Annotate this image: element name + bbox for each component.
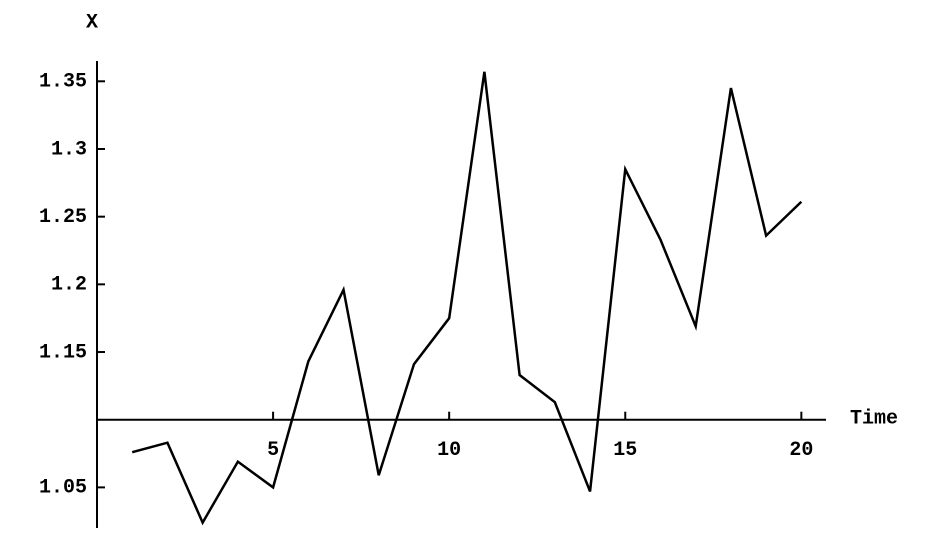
y-tick-label: 1.35	[39, 71, 87, 94]
x-tick-label: 20	[789, 439, 813, 462]
x-axis-label: Time	[850, 407, 898, 430]
y-tick-label: 1.2	[51, 274, 87, 297]
x-tick-label: 10	[437, 439, 461, 462]
x-tick-label: 15	[613, 439, 637, 462]
y-tick-label: 1.25	[39, 206, 87, 229]
y-tick-label: 1.05	[39, 477, 87, 500]
y-tick-label: 1.15	[39, 341, 87, 364]
y-tick-label: 1.3	[51, 138, 87, 161]
y-axis-label: X	[86, 11, 98, 34]
data-line	[131, 71, 803, 526]
x-tick-label: 5	[267, 439, 279, 462]
